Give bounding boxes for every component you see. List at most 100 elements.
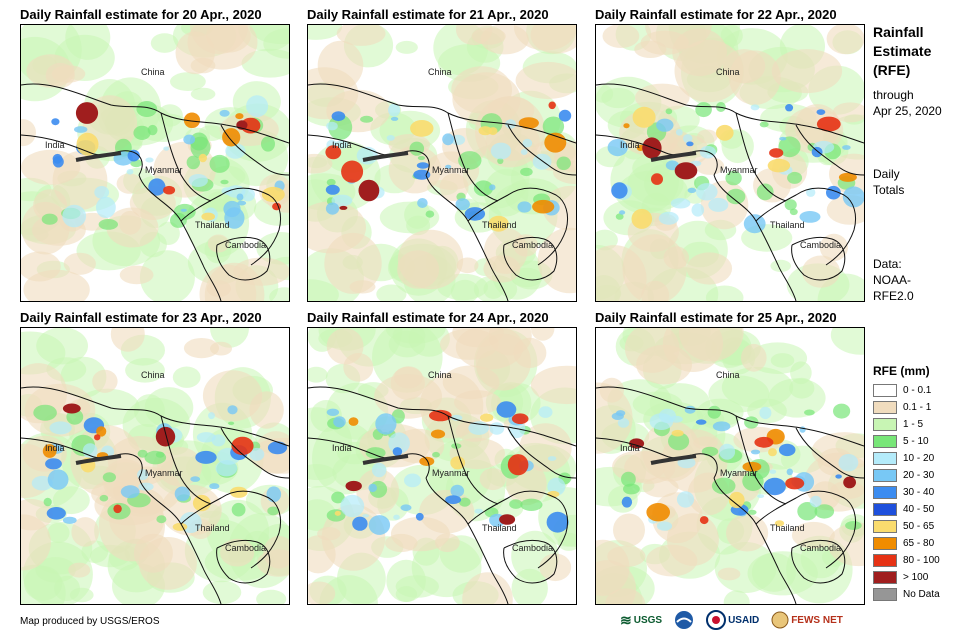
rain-patch [388, 432, 410, 454]
rain-patch [190, 136, 211, 159]
rain-patch [513, 337, 547, 368]
rain-patch [266, 486, 282, 503]
rain-patch [417, 198, 428, 208]
rain-patch [62, 403, 81, 414]
rain-patch [511, 413, 529, 424]
rain-patch [619, 210, 626, 215]
rain-patch [613, 513, 645, 547]
legend-label: 20 - 30 [903, 470, 935, 481]
rain-patch [741, 343, 767, 372]
country-label-china: China [141, 67, 165, 77]
legend-item: 65 - 80 [873, 535, 940, 552]
rain-patch [509, 499, 523, 509]
rain-patch [520, 167, 533, 177]
legend-item: 5 - 10 [873, 433, 940, 450]
rain-patch [227, 405, 238, 415]
rain-patch [596, 539, 630, 596]
map-panel-apr22: Daily Rainfall estimate for 22 Apr., 202… [595, 6, 875, 302]
country-border [755, 490, 857, 569]
fewsnet-logo-text: FEWS NET [791, 614, 843, 626]
rain-patch [496, 401, 517, 418]
rain-patch [804, 409, 815, 416]
rain-patch [183, 112, 201, 129]
rain-patch [455, 25, 493, 46]
map-canvas [21, 328, 289, 604]
rain-patch [308, 581, 336, 604]
rain-patch [400, 504, 412, 511]
rain-patch [759, 406, 772, 420]
legend-swatch [873, 554, 897, 567]
rain-patch [345, 480, 362, 492]
rain-patch [757, 494, 765, 498]
map-canvas [308, 25, 576, 301]
rain-patch [490, 142, 512, 160]
rain-patch [445, 495, 462, 505]
rain-patch [488, 215, 509, 232]
rain-patch [769, 148, 784, 158]
rain-patch [308, 153, 333, 174]
legend-item: No Data [873, 586, 940, 603]
rain-patch [371, 462, 387, 478]
rain-patch [632, 106, 656, 128]
country-label-china: China [716, 67, 740, 77]
rain-patch [246, 95, 269, 118]
rain-patch [686, 141, 694, 147]
country-label-myanmar: Myanmar [145, 468, 183, 478]
rain-patch [797, 502, 818, 521]
rain-patch [548, 101, 556, 110]
rain-patch [45, 458, 62, 470]
rain-patch [663, 246, 689, 270]
rain-patch [170, 212, 187, 228]
rain-patch [649, 413, 674, 430]
rain-patch [699, 516, 709, 525]
rain-patch [786, 468, 793, 476]
rain-patch [26, 54, 75, 88]
rain-patch [21, 119, 36, 147]
country-border [216, 539, 271, 584]
country-border [503, 539, 558, 584]
rain-patch [249, 447, 265, 461]
rain-patch [636, 344, 692, 385]
rain-patch [691, 203, 705, 217]
rain-patch [21, 499, 53, 531]
rain-patch [209, 154, 230, 173]
rain-patch [172, 522, 188, 531]
rain-patch [126, 169, 134, 175]
rain-patch [215, 460, 238, 477]
rain-patch [21, 251, 61, 282]
rain-patch [156, 515, 167, 524]
rain-patch [430, 429, 446, 439]
rain-patch [133, 125, 151, 140]
rain-patch [180, 208, 187, 212]
rain-patch [716, 124, 734, 141]
country-label-myanmar: Myanmar [720, 165, 758, 175]
rain-patch [799, 211, 821, 223]
rain-patch [52, 156, 64, 168]
rainfall-map: China India Myanmar Thailand Cambodia [595, 24, 865, 302]
country-border [503, 236, 558, 281]
rain-patch [683, 134, 693, 143]
rain-patch [596, 245, 647, 301]
legend-item: 0 - 0.1 [873, 382, 940, 399]
rain-patch [450, 279, 480, 301]
rain-patch [455, 198, 470, 211]
rain-patch [480, 413, 494, 422]
legend-swatch [873, 520, 897, 533]
rain-patch [148, 178, 166, 196]
country-border [138, 174, 222, 301]
rain-patch [686, 252, 733, 285]
rain-patch [519, 423, 572, 472]
rain-patch [522, 138, 533, 148]
rain-patch [75, 102, 99, 124]
rain-patch [826, 25, 864, 55]
rain-patch [120, 485, 140, 499]
rain-patch [696, 129, 718, 144]
rain-patch [811, 146, 823, 158]
rain-patch [676, 491, 695, 508]
rain-patch [155, 426, 176, 447]
rain-patch [538, 406, 553, 418]
rain-patch [207, 234, 230, 253]
rain-patch [611, 182, 628, 199]
country-border [467, 490, 569, 569]
rain-patch [767, 158, 791, 173]
